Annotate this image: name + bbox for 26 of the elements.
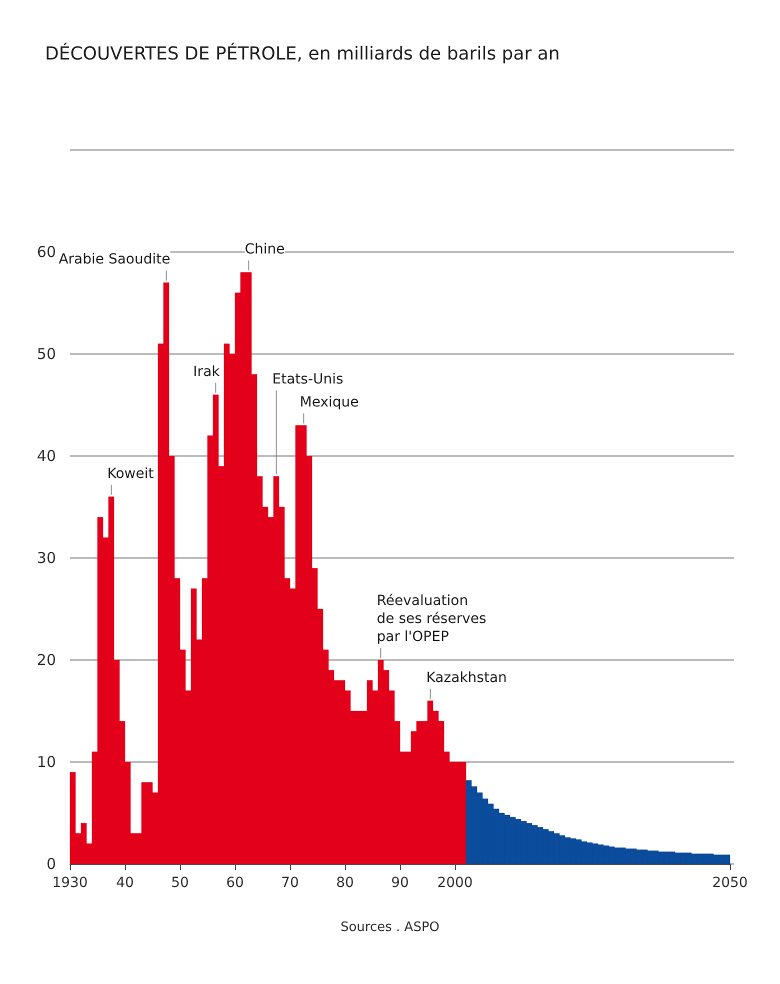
chart-title: DÉCOUVERTES DE PÉTROLE, en milliards de barils par an <box>45 42 560 64</box>
y-tick-label: 10 <box>36 753 56 771</box>
y-tick-label: 20 <box>36 651 56 669</box>
x-tick-label: 60 <box>226 875 244 891</box>
x-tick-label: 70 <box>281 875 299 891</box>
x-tick-label: 1930 <box>52 875 88 891</box>
annotation: Etats-Unis <box>272 371 344 388</box>
annotation: Mexique <box>300 394 359 410</box>
source-note: Sources . ASPO <box>340 920 440 935</box>
annotation: Irak <box>193 364 221 380</box>
annotation: Koweit <box>107 466 154 482</box>
annotation: Chine <box>244 241 285 258</box>
x-tick-label: 40 <box>116 875 134 891</box>
x-tick-label: 80 <box>336 875 354 891</box>
annotation: Arabie Saoudite <box>58 252 170 268</box>
annotation: Réevaluation de ses réserves par l'OPEP <box>376 593 486 645</box>
x-tick-label: 2050 <box>712 875 748 891</box>
y-tick-label: 30 <box>36 549 56 567</box>
y-tick-label: 50 <box>36 345 56 363</box>
x-tick-label: 2000 <box>437 875 473 891</box>
y-tick-label: 0 <box>46 855 56 873</box>
x-tick-label: 50 <box>171 875 189 891</box>
y-tick-label: 40 <box>36 447 56 465</box>
annotation: Kazakhstan <box>426 670 507 686</box>
x-tick-label: 90 <box>391 875 409 891</box>
y-tick-label: 60 <box>36 243 56 261</box>
